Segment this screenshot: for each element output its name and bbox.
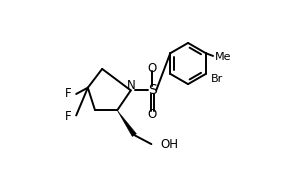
Text: Me: Me <box>215 52 231 62</box>
Text: N: N <box>127 79 136 92</box>
Text: Br: Br <box>211 74 223 84</box>
Text: O: O <box>148 108 157 121</box>
Text: S: S <box>148 83 157 97</box>
Text: OH: OH <box>160 138 178 151</box>
Text: F: F <box>65 110 72 123</box>
Text: F: F <box>65 87 72 100</box>
Text: O: O <box>148 62 157 74</box>
Polygon shape <box>117 110 136 137</box>
